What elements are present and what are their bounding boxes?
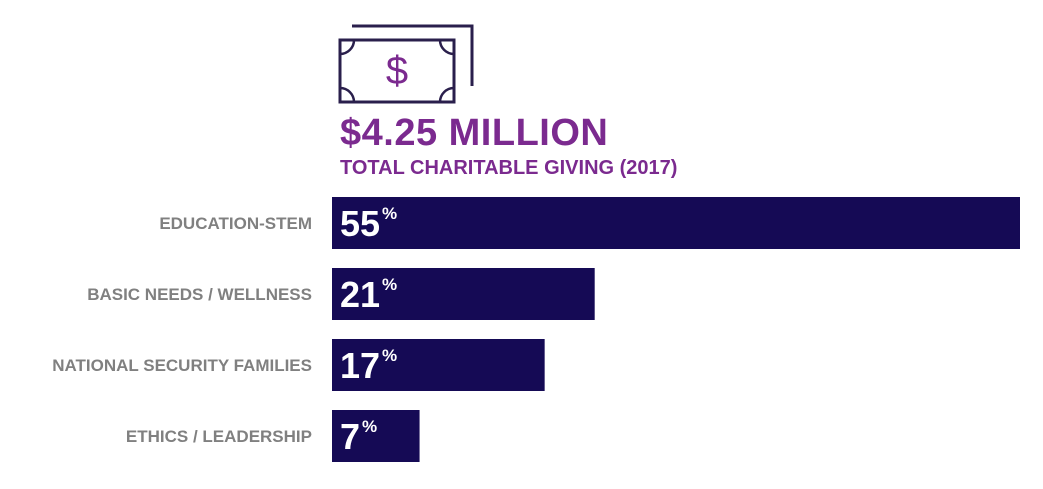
data-label: 55% (340, 203, 397, 244)
total-subtitle: TOTAL CHARITABLE GIVING (2017) (340, 157, 678, 179)
category-label: NATIONAL SECURITY FAMILIES (52, 356, 312, 375)
category-label: EDUCATION-STEM (159, 214, 312, 233)
category-label: ETHICS / LEADERSHIP (126, 427, 312, 446)
bar (332, 268, 595, 320)
bar (332, 410, 420, 462)
currency-symbol: $ (386, 49, 408, 93)
data-label: 7% (340, 416, 377, 457)
category-label: BASIC NEEDS / WELLNESS (87, 285, 312, 304)
total-amount: $4.25 MILLION (340, 112, 609, 154)
bar (332, 197, 1020, 249)
data-label: 21% (340, 274, 397, 315)
dollar-bill-icon: $ (338, 24, 474, 104)
data-label: 17% (340, 345, 397, 386)
bar (332, 339, 545, 391)
